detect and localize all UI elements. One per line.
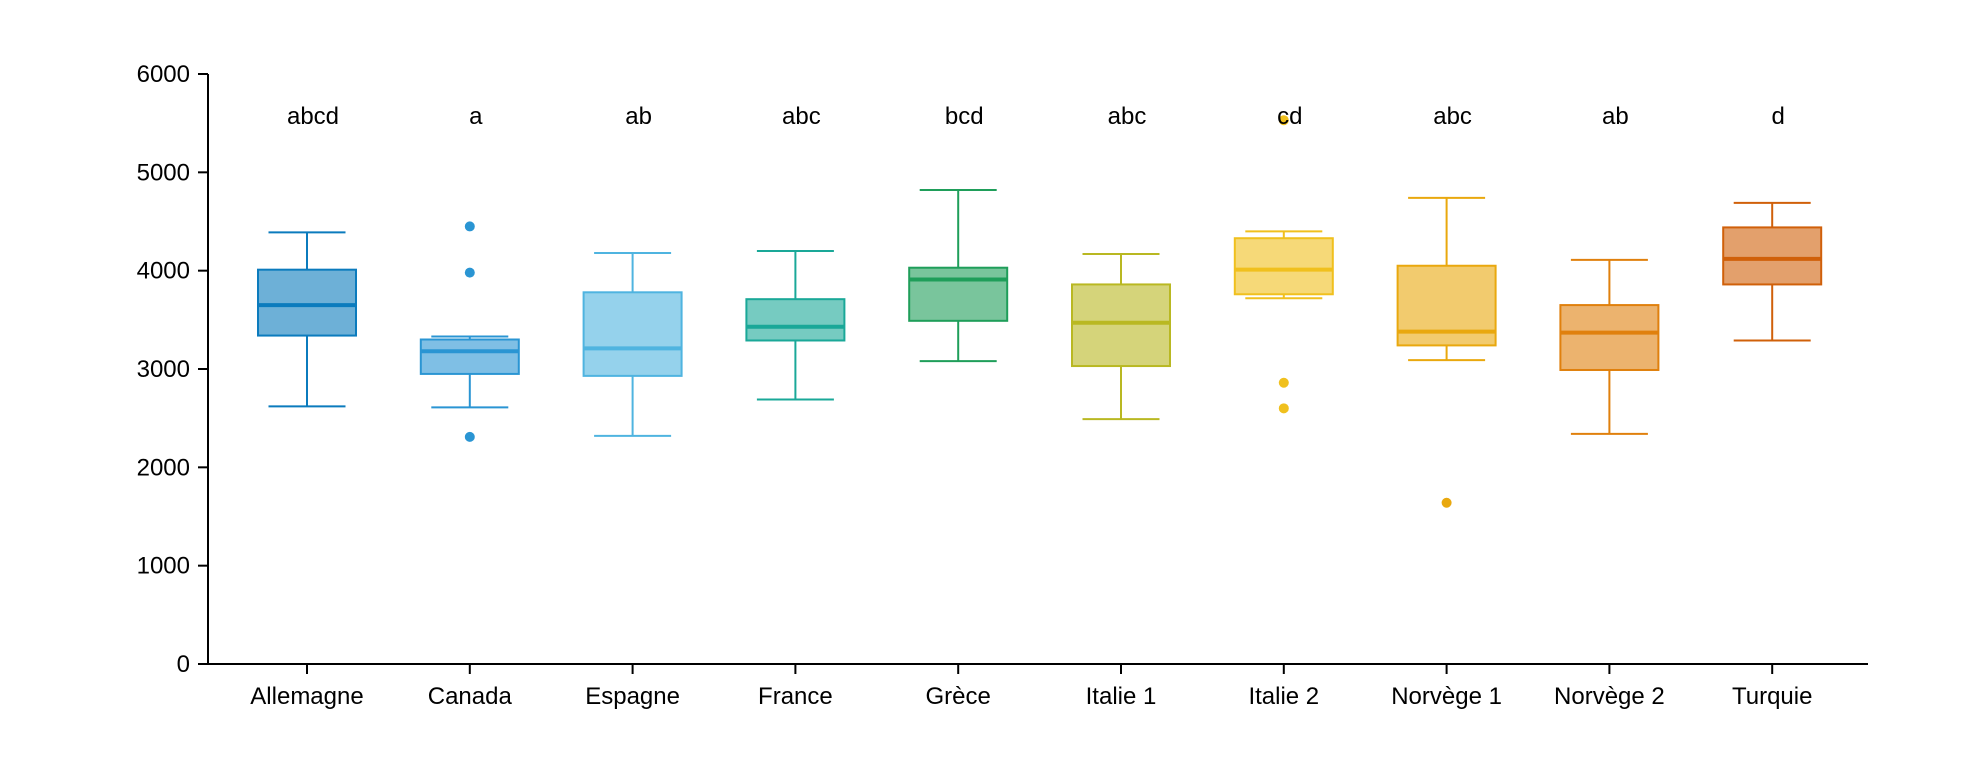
box-espagne — [582, 251, 683, 437]
x-tick-label-canada: Canada — [428, 683, 513, 710]
significance-letter-france: abc — [782, 103, 821, 130]
iqr-box — [257, 268, 357, 337]
x-tick-label-italie-1: Italie 1 — [1086, 683, 1157, 710]
significance-letter-canada: a — [469, 103, 483, 130]
box-italie-1 — [1071, 252, 1171, 421]
box-canada — [419, 221, 520, 442]
x-tick-label-allemagne: Allemagne — [250, 683, 363, 710]
iqr-box — [1559, 304, 1660, 371]
outlier-point — [464, 221, 475, 232]
x-tick-label-italie-2: Italie 2 — [1248, 683, 1319, 710]
y-tick-label: 6000 — [137, 61, 190, 88]
iqr-box — [1722, 226, 1823, 286]
significance-letter-espagne: ab — [625, 103, 652, 130]
outlier-point — [1278, 403, 1289, 414]
significance-letters-layer: abcd a ab abc bcd abc cd abc ab d — [287, 103, 1785, 130]
x-tick-label-turquie: Turquie — [1732, 683, 1812, 710]
x-tick-label-france: France — [758, 683, 833, 710]
x-tick-label-norvege-2: Norvège 2 — [1554, 683, 1665, 710]
y-tick-label: 2000 — [137, 454, 190, 481]
box-turquie — [1722, 201, 1823, 342]
significance-letter-turquie: d — [1772, 103, 1785, 130]
y-tick-label: 0 — [177, 651, 190, 678]
significance-letter-norvege-1: abc — [1433, 103, 1472, 130]
box-norvege-2 — [1559, 258, 1660, 435]
y-axis: 0 1000 2000 3000 4000 5000 6000 — [137, 61, 209, 678]
x-tick-label-norvege-1: Norvège 1 — [1391, 683, 1502, 710]
x-tick-label-grece: Grèce — [926, 683, 991, 710]
y-tick-label: 5000 — [137, 159, 190, 186]
box-italie-2 — [1233, 115, 1334, 414]
y-tick-label: 3000 — [137, 356, 190, 383]
x-axis: Allemagne Canada Espagne France Grèce Italie … — [208, 663, 1868, 710]
box-allemagne — [257, 231, 357, 408]
iqr-box — [1071, 283, 1171, 368]
boxes-layer — [257, 115, 1823, 508]
box-france — [745, 250, 846, 401]
y-tick-label: 1000 — [137, 553, 190, 580]
outlier-point — [1278, 377, 1289, 388]
outlier-point — [1441, 497, 1452, 508]
y-tick-label: 4000 — [137, 258, 190, 285]
outlier-point — [1278, 115, 1289, 126]
iqr-box — [1233, 237, 1334, 296]
significance-letter-norvege-2: ab — [1602, 103, 1629, 130]
box-grece — [908, 189, 1009, 363]
box-norvege-1 — [1396, 196, 1497, 508]
outlier-point — [464, 267, 475, 278]
x-tick-label-espagne: Espagne — [585, 683, 680, 710]
iqr-box — [908, 266, 1009, 322]
iqr-box — [745, 298, 846, 342]
significance-letter-allemagne: abcd — [287, 103, 339, 130]
iqr-box — [419, 338, 520, 375]
outlier-point — [464, 431, 475, 442]
significance-letter-italie-1: abc — [1108, 103, 1147, 130]
iqr-box — [582, 291, 683, 377]
significance-letter-italie-2: cd — [1277, 103, 1302, 130]
significance-letter-grece: bcd — [945, 103, 984, 130]
